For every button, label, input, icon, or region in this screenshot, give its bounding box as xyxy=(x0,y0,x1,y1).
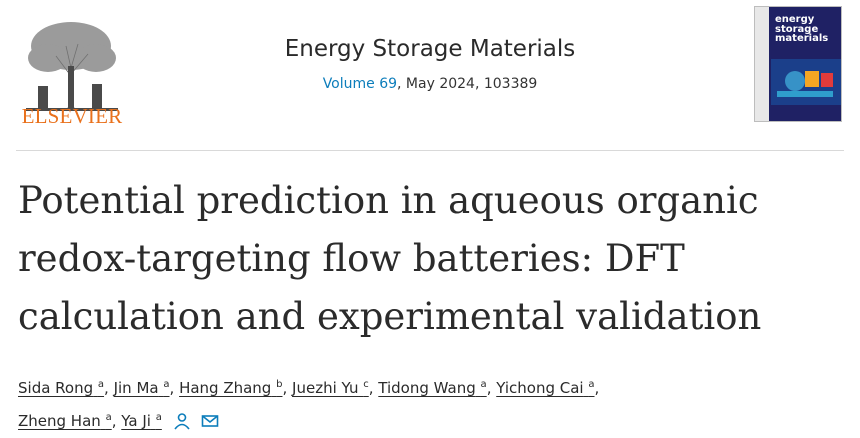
article-title-line: Potential prediction in aqueous organic xyxy=(18,179,759,222)
article-title-line: calculation and experimental validation xyxy=(18,295,762,338)
author-link[interactable]: Hang Zhang b xyxy=(179,379,282,397)
author-name: Tidong Wang xyxy=(378,379,476,397)
issue-info: Volume 69, May 2024, 103389 xyxy=(220,76,640,92)
affiliation-marker: c xyxy=(363,379,369,390)
cover-title-line: materials xyxy=(775,33,829,44)
elsevier-tree-logo[interactable] xyxy=(16,6,128,126)
affiliation-marker: a xyxy=(480,379,487,390)
author-name: Zheng Han xyxy=(18,412,101,430)
affiliation-marker: a xyxy=(163,379,170,390)
author-name: Yichong Cai xyxy=(496,379,584,397)
envelope-icon[interactable] xyxy=(201,412,219,430)
author-name: Juezhi Yu xyxy=(292,379,359,397)
publisher-name[interactable]: ELSEVIER xyxy=(21,104,123,128)
author-name: Ya Ji xyxy=(121,412,151,430)
affiliation-marker: a xyxy=(155,412,162,423)
journal-cover-thumbnail[interactable]: energy storage materials xyxy=(754,6,842,122)
journal-title[interactable]: Energy Storage Materials xyxy=(284,36,576,62)
author-link[interactable]: Sida Rong a xyxy=(18,379,104,397)
article-header: ELSEVIER Energy Storage Materials Volume… xyxy=(0,0,860,150)
author-link[interactable]: Zheng Han a xyxy=(18,412,112,430)
author-link[interactable]: Tidong Wang a xyxy=(378,379,486,397)
journal-info: Energy Storage Materials Volume 69, May … xyxy=(220,36,640,92)
cover-title: energy storage materials xyxy=(775,15,839,44)
affiliation-marker: a xyxy=(588,379,595,390)
issue-details: , May 2024, 103389 xyxy=(397,76,538,92)
author-name: Sida Rong xyxy=(18,379,94,397)
cover-title-line: storage xyxy=(775,23,819,35)
person-icon[interactable] xyxy=(173,412,191,430)
cover-title-line: energy xyxy=(775,14,815,25)
header-divider xyxy=(16,150,844,151)
affiliation-marker: b xyxy=(276,379,283,390)
author-link[interactable]: Juezhi Yu c xyxy=(292,379,369,397)
volume-link[interactable]: Volume 69 xyxy=(322,76,398,92)
article-title-line: redox-targeting flow batteries: DFT xyxy=(18,237,685,280)
author-name: Jin Ma xyxy=(113,379,159,397)
author-name: Hang Zhang xyxy=(179,379,272,397)
affiliation-marker: a xyxy=(97,379,105,390)
author-link[interactable]: Jin Ma a xyxy=(114,379,170,397)
affiliation-marker: a xyxy=(105,412,112,423)
article-title: Potential prediction in aqueous organic … xyxy=(18,172,848,346)
author-list: Sida Rong a, Jin Ma a, Hang Zhang b, Jue… xyxy=(18,379,600,430)
cover-artwork xyxy=(755,7,841,121)
author-link[interactable]: Ya Ji a xyxy=(121,412,162,430)
author-link[interactable]: Yichong Cai a xyxy=(496,379,594,397)
